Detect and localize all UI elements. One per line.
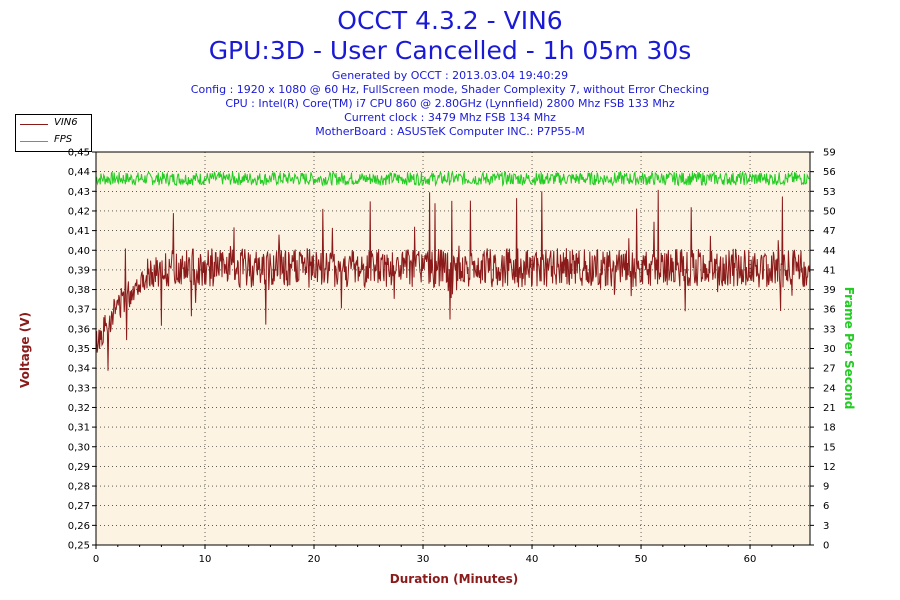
y-right-tick-label: 30 — [823, 344, 836, 355]
y-right-tick-label: 18 — [823, 423, 836, 434]
legend-label-fps: FPS — [54, 134, 73, 145]
info-motherboard: MotherBoard : ASUSTeK Computer INC.: P7P… — [315, 125, 585, 138]
y-left-tick-label: 0,36 — [68, 324, 90, 335]
x-tick-label: 30 — [417, 554, 430, 565]
y-left-tick-label: 0,39 — [68, 265, 90, 276]
y-left-tick-label: 0,37 — [68, 305, 90, 316]
info-cpu: CPU : Intel(R) Core(TM) i7 CPU 860 @ 2.8… — [225, 97, 675, 110]
y-right-tick-label: 50 — [823, 206, 836, 217]
y-left-tick-label: 0,40 — [68, 246, 90, 257]
y-left-tick-label: 0,41 — [68, 226, 90, 237]
y-left-tick-label: 0,44 — [68, 167, 90, 178]
y-right-tick-label: 6 — [823, 501, 829, 512]
y-left-tick-label: 0,32 — [68, 403, 90, 414]
y-right-tick-label: 0 — [823, 541, 829, 552]
y-right-tick-label: 44 — [823, 246, 836, 257]
y-left-tick-label: 0,34 — [68, 364, 90, 375]
y-right-tick-label: 47 — [823, 226, 836, 237]
series-vin6-line — [95, 189, 810, 371]
y-right-tick-label: 21 — [823, 403, 836, 414]
legend-swatch-vin6 — [20, 124, 48, 125]
y-right-tick-label: 24 — [823, 383, 836, 394]
x-tick-label: 60 — [744, 554, 757, 565]
series-fps-line — [95, 170, 810, 188]
legend-swatch-fps — [20, 141, 48, 142]
y-left-tick-label: 0,38 — [68, 285, 90, 296]
y-left-tick-label: 0,27 — [68, 501, 90, 512]
y-left-tick-label: 0,45 — [68, 148, 90, 159]
y-axis-left-label: Voltage (V) — [18, 312, 32, 388]
y-left-tick-label: 0,35 — [68, 344, 90, 355]
y-left-tick-label: 0,28 — [68, 482, 90, 493]
y-left-tick-label: 0,29 — [68, 462, 90, 473]
y-axis-right-label: Frame Per Second — [842, 286, 856, 410]
info-config: Config : 1920 x 1080 @ 60 Hz, FullScreen… — [190, 83, 710, 96]
info-clock: Current clock : 3479 Mhz FSB 134 Mhz — [344, 111, 556, 124]
x-tick-label: 10 — [199, 554, 212, 565]
chart-title: OCCT 4.3.2 - VIN6 — [337, 6, 563, 35]
x-tick-label: 50 — [635, 554, 648, 565]
y-left-tick-label: 0,25 — [68, 541, 90, 552]
x-axis-label: Duration (Minutes) — [389, 572, 519, 586]
y-right-tick-label: 53 — [823, 187, 836, 198]
x-tick-label: 20 — [308, 554, 321, 565]
legend-item-vin6: VIN6 — [16, 116, 91, 132]
y-right-tick-label: 3 — [823, 521, 829, 532]
y-right-tick-label: 12 — [823, 462, 836, 473]
y-right-tick-label: 41 — [823, 265, 836, 276]
y-right-tick-label: 39 — [823, 285, 836, 296]
y-left-tick-label: 0,42 — [68, 206, 90, 217]
y-left-tick-label: 0,30 — [68, 442, 90, 453]
info-generated: Generated by OCCT : 2013.03.04 19:40:29 — [331, 69, 569, 82]
legend: VIN6 FPS — [15, 114, 92, 152]
y-left-tick-label: 0,33 — [68, 383, 90, 394]
y-right-tick-label: 33 — [823, 324, 836, 335]
legend-label-vin6: VIN6 — [54, 117, 78, 128]
y-right-tick-label: 27 — [823, 364, 836, 375]
y-left-tick-label: 0,43 — [68, 187, 90, 198]
y-right-tick-label: 36 — [823, 305, 836, 316]
y-right-tick-label: 59 — [823, 148, 836, 159]
x-tick-label: 0 — [93, 554, 99, 565]
legend-item-fps: FPS — [16, 133, 91, 149]
y-left-tick-label: 0,31 — [68, 423, 90, 434]
y-right-tick-label: 15 — [823, 442, 836, 453]
x-tick-label: 40 — [526, 554, 539, 565]
y-left-tick-label: 0,26 — [68, 521, 90, 532]
y-right-tick-label: 56 — [823, 167, 836, 178]
y-right-tick-label: 9 — [823, 482, 829, 493]
chart-subtitle: GPU:3D - User Cancelled - 1h 05m 30s — [208, 36, 692, 65]
